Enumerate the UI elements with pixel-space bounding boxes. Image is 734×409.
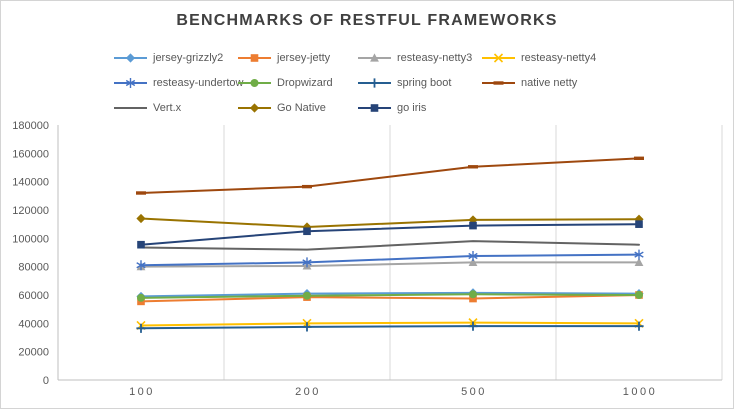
asterisk-marker-icon — [125, 78, 136, 88]
series-line-go-native — [140, 217, 640, 228]
asterisk-marker-icon — [302, 257, 312, 268]
legend-item-spring-boot: spring boot — [357, 76, 451, 90]
diamond-marker-icon — [249, 103, 260, 113]
plus-marker-icon — [369, 78, 380, 88]
triangle-marker-icon — [468, 257, 478, 267]
legend-label: resteasy-netty4 — [521, 51, 597, 64]
y-axis-tick-label: 20000 — [18, 347, 49, 359]
triangle-marker-icon — [370, 53, 379, 62]
x-axis-tick-label: 200 — [295, 386, 321, 398]
series-line-resteasy-netty4 — [140, 321, 640, 327]
legend-label: resteasy-netty3 — [397, 51, 473, 64]
legend-item-native-netty: native netty — [481, 76, 577, 90]
square-marker-icon — [635, 220, 643, 228]
legend-marker-icon — [114, 107, 147, 109]
y-axis-tick-label: 60000 — [18, 290, 49, 302]
y-axis-tick-label: 120000 — [12, 205, 49, 217]
square-marker-icon — [303, 227, 311, 236]
legend-marker-icon — [358, 78, 391, 88]
legend-item-go-native: Go Native — [237, 101, 326, 115]
dash-marker-icon — [468, 165, 478, 169]
legend-label: Dropwizard — [277, 76, 333, 89]
asterisk-marker-icon — [634, 249, 644, 260]
circle-marker-icon — [137, 293, 145, 302]
legend-item-dropwizard: Dropwizard — [237, 76, 333, 90]
legend-label: Vert.x — [153, 101, 182, 114]
circle-marker-icon — [250, 79, 259, 87]
legend-marker-icon — [358, 53, 391, 62]
asterisk-marker-icon — [136, 260, 146, 271]
legend-label: spring boot — [397, 76, 452, 89]
legend-item-vert-x: Vert.x — [113, 101, 181, 115]
plus-marker-icon — [634, 321, 644, 331]
legend-marker-icon — [114, 78, 147, 88]
legend-item-resteasy-netty3: resteasy-netty3 — [357, 51, 472, 65]
diamond-marker-icon — [136, 213, 146, 224]
series-line-jersey-jetty — [140, 294, 640, 303]
y-axis-tick-label: 100000 — [12, 233, 49, 245]
x-axis-tick-label: 100 — [129, 386, 155, 398]
y-axis-tick-label: 180000 — [12, 120, 49, 132]
legend-marker-icon — [482, 81, 515, 85]
x-marker-icon — [493, 53, 504, 63]
legend-label: go iris — [397, 101, 427, 114]
series-line-go-iris — [140, 223, 640, 246]
asterisk-marker-icon — [468, 251, 478, 262]
series-line-resteasy-netty3 — [140, 261, 640, 268]
legend-item-go-iris: go iris — [357, 101, 426, 115]
plus-marker-icon — [302, 322, 312, 332]
plus-marker-icon — [468, 321, 478, 331]
series-line-dropwizard — [140, 293, 640, 299]
series-line-native-netty — [140, 157, 640, 194]
y-axis-tick-label: 0 — [43, 375, 49, 387]
legend-marker-icon — [482, 53, 515, 63]
legend-item-jersey-jetty: jersey-jetty — [237, 51, 330, 65]
legend-label: jersey-grizzly2 — [153, 51, 224, 64]
triangle-marker-icon — [634, 257, 644, 267]
plus-marker-icon — [136, 323, 146, 333]
diamond-marker-icon — [125, 53, 136, 63]
square-marker-icon — [137, 240, 145, 249]
y-axis-tick-label: 80000 — [18, 262, 49, 274]
legend-item-resteasy-netty4: resteasy-netty4 — [481, 51, 596, 65]
legend-marker-icon — [358, 104, 391, 112]
series-line-spring-boot — [140, 325, 640, 330]
square-marker-icon — [370, 104, 379, 112]
legend-label: jersey-jetty — [277, 51, 331, 64]
dash-marker-icon — [302, 184, 312, 189]
x-axis-tick-label: 1000 — [623, 386, 657, 398]
series-line-jersey-grizzly2 — [140, 291, 640, 298]
dash-marker-icon — [493, 81, 504, 85]
legend-label: native netty — [521, 76, 578, 89]
legend-marker-icon — [238, 79, 271, 87]
dash-marker-icon — [634, 156, 644, 160]
series-line-vert-x — [140, 240, 640, 251]
y-axis-tick-label: 140000 — [12, 177, 49, 189]
legend-marker-icon — [238, 54, 271, 62]
legend-label: resteasy-undertow — [153, 76, 244, 89]
y-axis-tick-label: 40000 — [18, 318, 49, 330]
legend-item-resteasy-undertow: resteasy-undertow — [113, 76, 244, 90]
circle-marker-icon — [635, 291, 643, 299]
chart-legend: jersey-grizzly2 jersey-jetty resteasy-nett… — [1, 1, 733, 121]
legend-marker-icon — [238, 103, 271, 113]
dash-marker-icon — [136, 191, 146, 195]
circle-marker-icon — [303, 291, 311, 300]
legend-item-jersey-grizzly2: jersey-grizzly2 — [113, 51, 223, 65]
square-marker-icon — [469, 294, 477, 303]
series-line-resteasy-undertow — [140, 253, 640, 267]
x-axis-tick-label: 500 — [461, 386, 487, 398]
circle-marker-icon — [469, 290, 477, 299]
square-marker-icon — [250, 54, 259, 62]
y-axis-tick-label: 160000 — [12, 148, 49, 160]
legend-marker-icon — [114, 53, 147, 63]
chart-title: BENCHMARKS OF RESTFUL FRAMEWORKS — [176, 12, 558, 29]
square-marker-icon — [469, 221, 477, 230]
legend-label: Go Native — [277, 101, 326, 114]
